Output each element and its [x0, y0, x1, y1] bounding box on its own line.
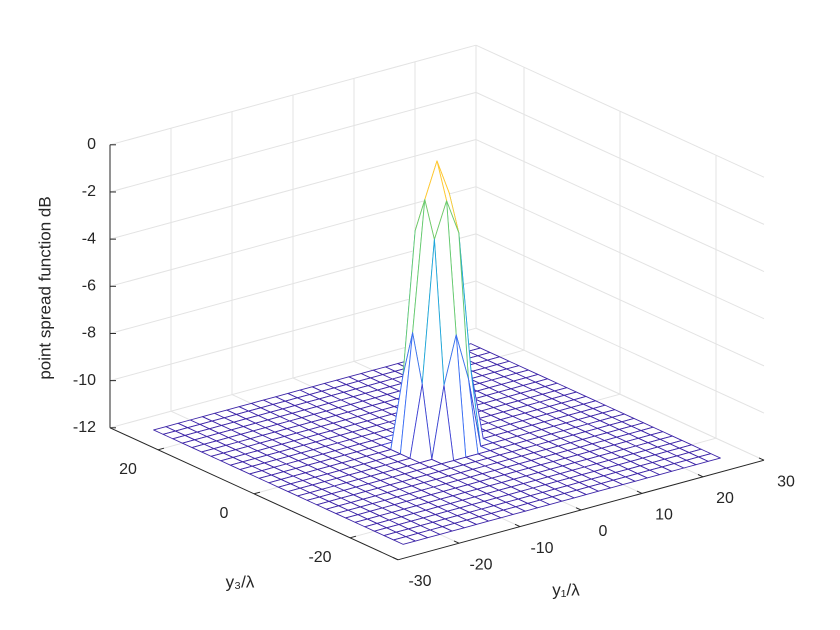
mesh [153, 160, 721, 545]
y-tick-label: -20 [308, 549, 331, 566]
grid-line [475, 44, 765, 178]
x-tick-label: 10 [655, 507, 673, 524]
y-tick [253, 491, 261, 495]
x-tick [392, 557, 399, 561]
z-axis-label: point spread function dB [35, 196, 54, 379]
z-tick-label: -6 [82, 278, 96, 295]
z-tick-label: 0 [87, 136, 96, 153]
y-tick-label: 0 [220, 505, 229, 522]
x-axis-label: y₁/λ [552, 580, 580, 599]
y-tick [157, 447, 165, 451]
z-tick-label: -8 [82, 325, 96, 342]
x-tick [453, 540, 460, 544]
z-tick-label: -12 [73, 419, 96, 436]
x-tick-label: -30 [408, 573, 431, 590]
grid-line [475, 327, 765, 461]
x-tick [514, 523, 521, 528]
grid-line [475, 186, 765, 320]
grid-line [475, 91, 765, 225]
grid-line [475, 280, 765, 414]
grid-line [109, 139, 477, 240]
grid-line [475, 233, 765, 367]
x-tick-label: 20 [716, 490, 734, 507]
x-tick [575, 507, 582, 511]
grid-line [475, 139, 765, 272]
x-tick-label: 0 [599, 523, 608, 540]
x-tick-label: 30 [777, 473, 795, 490]
z-tick-label: -10 [73, 372, 96, 389]
z-tick-label: -2 [82, 183, 96, 200]
x-tick [697, 474, 704, 478]
y-tick-label: 20 [119, 461, 137, 478]
y-axis-label: y₃/λ [226, 572, 255, 591]
grid-line [109, 44, 477, 146]
x-tick [636, 490, 643, 494]
x-tick [758, 457, 765, 461]
y-tick [349, 535, 357, 539]
grid-line [109, 186, 477, 287]
x-tick-label: -10 [530, 540, 553, 557]
z-tick-label: -4 [82, 230, 96, 247]
mesh-cell [393, 536, 416, 545]
grid-line [109, 91, 477, 193]
x-tick-label: -20 [469, 556, 492, 573]
